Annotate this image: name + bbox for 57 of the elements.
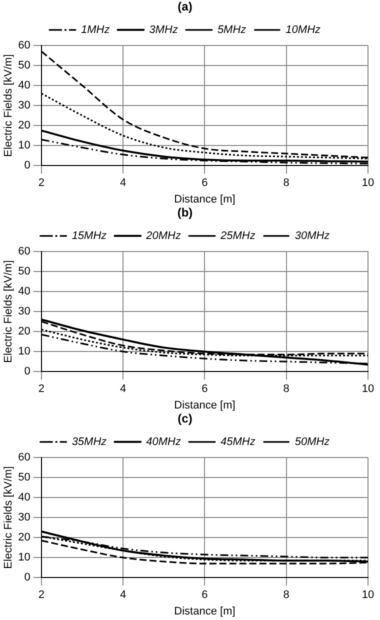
y-axis-title: Electric Fields [kV/m] — [2, 466, 15, 569]
y-tick-label: 10 — [18, 552, 30, 564]
chart-title: (c) — [178, 412, 192, 426]
legend-label: 40MHz — [146, 436, 182, 448]
chart-title: (b) — [177, 206, 193, 220]
x-tick-label: 10 — [362, 177, 374, 190]
y-tick-label: 60 — [18, 245, 30, 258]
x-tick-label: 8 — [283, 383, 290, 396]
y-axis-title: Electric Fields [kV/m] — [2, 260, 15, 363]
x-tick-label: 8 — [283, 177, 290, 190]
y-tick-label: 30 — [18, 306, 30, 318]
x-tick-label: 4 — [120, 177, 126, 190]
legend-label: 3MHz — [149, 24, 178, 36]
y-tick-label: 60 — [18, 451, 30, 464]
x-tick-label: 10 — [362, 383, 374, 396]
legend-label: 30MHz — [294, 230, 330, 242]
y-tick-label: 30 — [18, 100, 30, 112]
x-tick-label: 4 — [120, 589, 126, 602]
x-tick-label: 4 — [120, 383, 126, 396]
y-tick-label: 20 — [18, 532, 30, 544]
x-axis-title: Distance [m] — [174, 399, 236, 412]
x-tick-label: 6 — [202, 383, 208, 396]
x-tick-label: 10 — [362, 589, 374, 602]
legend-label: 1MHz — [80, 24, 110, 36]
legend-label: 10MHz — [286, 24, 322, 36]
y-tick-label: 0 — [24, 572, 30, 584]
y-tick-label: 50 — [18, 59, 30, 72]
y-tick-label: 50 — [18, 265, 30, 278]
y-tick-label: 40 — [18, 80, 30, 92]
legend-label: 20MHz — [145, 230, 182, 242]
legend-label: 45MHz — [220, 436, 256, 448]
x-tick-label: 2 — [38, 177, 44, 190]
y-tick-label: 60 — [18, 39, 30, 52]
y-tick-label: 30 — [18, 512, 30, 524]
x-tick-label: 2 — [38, 589, 44, 602]
x-axis-title: Distance [m] — [174, 605, 236, 618]
x-tick-label: 8 — [283, 589, 290, 602]
y-tick-label: 10 — [18, 346, 30, 358]
y-tick-label: 20 — [18, 326, 30, 338]
y-tick-label: 20 — [18, 120, 30, 132]
y-tick-label: 10 — [18, 140, 30, 152]
legend-label: 15MHz — [72, 230, 108, 242]
legend-label: 50MHz — [294, 436, 330, 448]
chart-title: (a) — [178, 0, 192, 14]
x-tick-label: 6 — [202, 177, 208, 190]
y-tick-label: 40 — [18, 286, 30, 298]
y-tick-label: 40 — [18, 492, 30, 504]
y-tick-label: 50 — [18, 471, 30, 484]
legend-label: 5MHz — [217, 24, 247, 36]
legend-label: 25MHz — [220, 230, 256, 242]
y-tick-label: 0 — [24, 366, 30, 378]
x-tick-label: 6 — [202, 589, 208, 602]
legend-label: 35MHz — [72, 436, 108, 448]
x-axis-title: Distance [m] — [174, 193, 236, 206]
x-tick-label: 2 — [38, 383, 44, 396]
y-axis-title: Electric Fields [kV/m] — [2, 54, 15, 157]
y-tick-label: 0 — [24, 160, 30, 172]
